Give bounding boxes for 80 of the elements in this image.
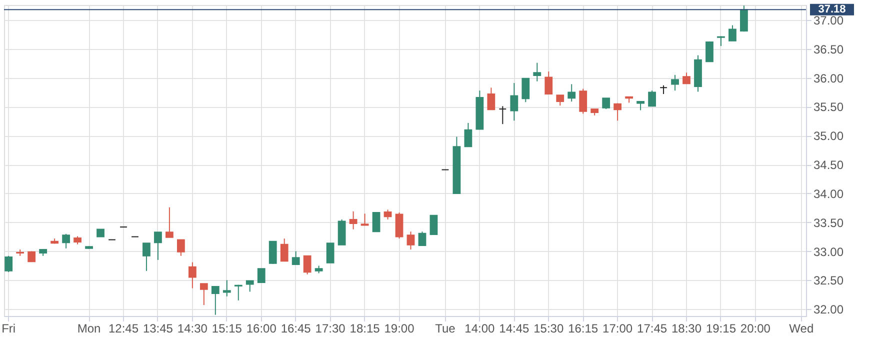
- y-tick-label: 33.00: [814, 244, 844, 259]
- candlestick: [166, 206, 174, 238]
- y-tick-label: 34.00: [814, 186, 844, 201]
- y-tick-label: 33.50: [814, 216, 844, 230]
- x-tick-label: 19:15: [706, 322, 736, 336]
- candlestick: [188, 262, 196, 289]
- candlestick: [706, 40, 714, 62]
- candlestick: [257, 268, 266, 283]
- candlestick: [464, 122, 472, 148]
- x-tick-label: 15:15: [212, 322, 242, 336]
- x-tick-label: 17:30: [315, 322, 346, 336]
- candlestick: [533, 62, 542, 82]
- y-tick-label: 37.00: [814, 14, 844, 28]
- candlestick: [510, 82, 518, 122]
- candlestick: [522, 78, 530, 103]
- x-tick-label: 19:00: [384, 322, 415, 336]
- x-tick-label: 14:00: [464, 322, 496, 336]
- y-tick-label: 36.50: [814, 42, 844, 56]
- y-tick-label: 35.00: [814, 129, 844, 144]
- candlestick: [384, 209, 392, 220]
- candlestick: [280, 238, 288, 262]
- candlestick: [142, 242, 150, 272]
- candlestick: [395, 212, 404, 240]
- candlestick: [246, 280, 254, 292]
- candlestick: [556, 94, 564, 106]
- candlestick: [326, 242, 334, 264]
- candlestick: [648, 90, 656, 107]
- candlestick: [544, 70, 553, 95]
- x-tick-label: Wed: [789, 322, 814, 336]
- candlestick: [568, 84, 576, 102]
- x-tick-label: 14:30: [177, 322, 208, 336]
- candlestick: [406, 231, 415, 250]
- y-tick-label: 34.50: [814, 158, 844, 172]
- candlestick: [4, 255, 13, 273]
- x-tick-label: Fri: [2, 322, 16, 336]
- y-tick-label: 32.00: [814, 302, 844, 317]
- candlestick: [579, 88, 588, 114]
- candlestick: [717, 36, 725, 47]
- x-tick-label: 16:00: [246, 322, 277, 336]
- x-tick-label: 12:45: [108, 322, 139, 336]
- candlestick: [62, 233, 70, 249]
- ref-line-label: 37.18: [818, 4, 846, 16]
- candlestick: [418, 231, 426, 246]
- x-tick-label: 18:30: [671, 322, 702, 336]
- x-tick-label: 18:15: [350, 322, 380, 336]
- candlestick: [211, 286, 220, 316]
- candlestick: [222, 280, 231, 297]
- y-tick-label: 36.00: [814, 71, 844, 86]
- candlestick: [177, 239, 185, 256]
- y-tick-label: 32.50: [814, 274, 844, 288]
- x-tick-label: Mon: [77, 322, 101, 336]
- candlestick: [349, 210, 358, 230]
- candlestick: [292, 250, 300, 266]
- y-tick-label: 35.50: [814, 100, 844, 114]
- candlestick: [268, 240, 277, 264]
- candlestick: [234, 284, 242, 301]
- candlestick: [671, 74, 679, 92]
- candlestick: [360, 213, 369, 226]
- candlestick: [154, 232, 162, 260]
- x-tick-label: 17:45: [637, 322, 668, 336]
- candlestick: [682, 72, 690, 84]
- candlestick: [487, 87, 496, 110]
- x-tick-label: 13:45: [142, 322, 174, 336]
- candlestick: [303, 255, 312, 275]
- x-tick-label: 16:45: [280, 322, 312, 336]
- candlestick: [430, 214, 438, 235]
- x-tick-label: 15:30: [534, 322, 564, 336]
- x-tick-label: 20:00: [740, 322, 771, 336]
- x-tick-label: 16:15: [568, 322, 598, 336]
- candlestick: [200, 283, 208, 306]
- x-tick-label: Tue: [435, 322, 456, 336]
- candlestick: [614, 102, 622, 122]
- x-tick-label: 14:45: [499, 322, 530, 336]
- candlestick: [740, 5, 748, 32]
- candlestick: [602, 98, 610, 110]
- candlestick: [372, 212, 380, 232]
- candlestick: [338, 218, 346, 246]
- x-tick-label: 17:00: [602, 322, 633, 336]
- candlestick: [728, 24, 736, 42]
- candlestick: [498, 106, 507, 125]
